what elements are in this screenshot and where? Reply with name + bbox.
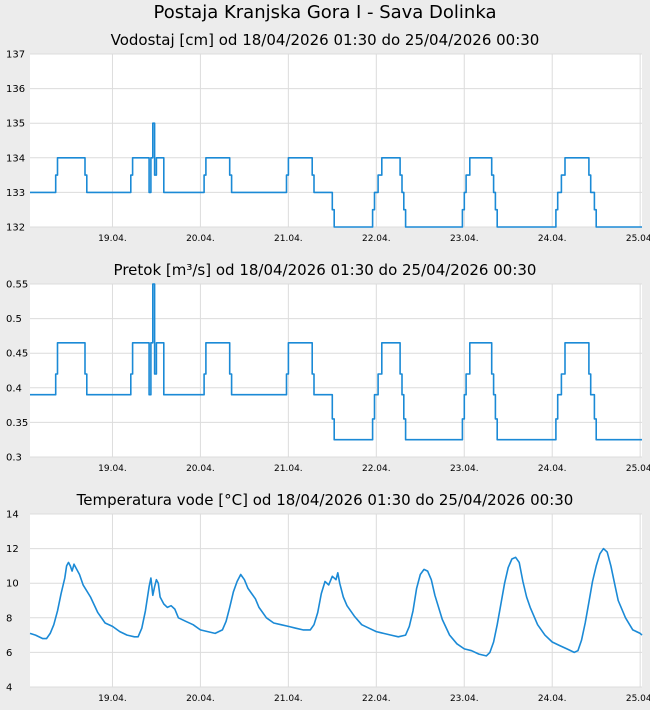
- series-line: [29, 547, 643, 657]
- y-tick-label: 0.5: [6, 314, 22, 325]
- series-line: [30, 122, 642, 228]
- y-tick-label: 132: [6, 223, 25, 234]
- plot-area: [30, 284, 642, 457]
- x-tick-label: 20.04.: [186, 694, 215, 704]
- x-tick-label: 19.04.: [98, 234, 127, 244]
- y-tick-label: 136: [6, 84, 25, 95]
- chart-title: Temperatura vode [°C] od 18/04/2026 01:3…: [76, 491, 574, 509]
- x-tick-label: 19.04.: [98, 694, 127, 704]
- y-tick-label: 0.35: [6, 418, 28, 429]
- water-temperature-chart: Temperatura vode [°C] od 18/04/2026 01:3…: [6, 491, 650, 704]
- y-tick-label: 0.45: [6, 349, 28, 360]
- y-tick-label: 137: [6, 50, 25, 61]
- x-tick-label: 22.04.: [362, 694, 391, 704]
- y-tick-label: 4: [6, 683, 12, 694]
- discharge-chart: Pretok [m³/s] od 18/04/2026 01:30 do 25/…: [6, 261, 650, 474]
- x-tick-label: 21.04.: [274, 694, 303, 704]
- y-tick-label: 133: [6, 188, 25, 199]
- y-tick-label: 0.55: [6, 280, 28, 291]
- x-tick-label: 22.04.: [362, 234, 391, 244]
- y-tick-label: 0.3: [6, 453, 22, 464]
- x-tick-label: 25.04.: [626, 234, 650, 244]
- x-tick-label: 23.04.: [450, 694, 479, 704]
- y-tick-label: 14: [6, 510, 19, 521]
- x-tick-label: 24.04.: [538, 234, 567, 244]
- series-line: [30, 283, 642, 441]
- y-tick-label: 134: [6, 153, 25, 164]
- y-tick-label: 0.4: [6, 383, 22, 394]
- x-tick-label: 24.04.: [538, 464, 567, 474]
- x-tick-label: 21.04.: [274, 234, 303, 244]
- plot-area: [30, 514, 642, 687]
- page-title: Postaja Kranjska Gora I - Sava Dolinka: [153, 2, 497, 23]
- y-tick-label: 12: [6, 544, 19, 555]
- x-tick-label: 22.04.: [362, 464, 391, 474]
- y-tick-label: 8: [6, 613, 12, 624]
- x-tick-label: 19.04.: [98, 464, 127, 474]
- y-tick-label: 135: [6, 119, 25, 130]
- plot-area: [30, 54, 642, 227]
- x-tick-label: 25.04.: [626, 694, 650, 704]
- x-tick-label: 25.04.: [626, 464, 650, 474]
- x-tick-label: 20.04.: [186, 234, 215, 244]
- y-tick-label: 6: [6, 648, 12, 659]
- x-tick-label: 24.04.: [538, 694, 567, 704]
- water-level-chart: Vodostaj [cm] od 18/04/2026 01:30 do 25/…: [6, 31, 650, 244]
- chart-title: Pretok [m³/s] od 18/04/2026 01:30 do 25/…: [114, 261, 537, 279]
- chart-title: Vodostaj [cm] od 18/04/2026 01:30 do 25/…: [111, 31, 540, 49]
- x-tick-label: 23.04.: [450, 234, 479, 244]
- y-tick-label: 10: [6, 579, 19, 590]
- x-tick-label: 20.04.: [186, 464, 215, 474]
- x-tick-label: 23.04.: [450, 464, 479, 474]
- x-tick-label: 21.04.: [274, 464, 303, 474]
